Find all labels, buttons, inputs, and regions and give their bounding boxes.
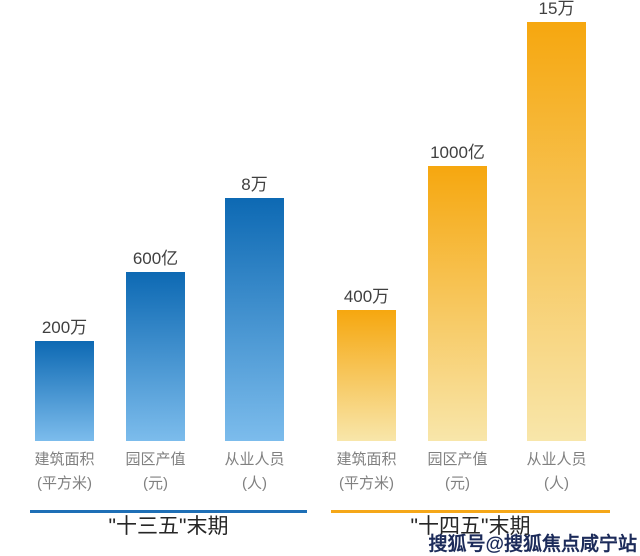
- chart-group-2: 400万建筑面积 (平方米) 1000亿园区产值 (元) 15万从业人员 (人) "十四五"…: [331, 0, 610, 556]
- category-name: 园区产值: [125, 451, 186, 468]
- watermark: 搜狐号@搜狐焦点咸宁站: [428, 534, 637, 555]
- category-unit: (人): [544, 475, 569, 492]
- bar-value-label: 1000亿: [430, 143, 485, 162]
- category-name: 建筑面积: [34, 451, 95, 468]
- bar: [35, 341, 94, 441]
- group-divider-line: [30, 510, 307, 513]
- category-unit: (元): [143, 475, 168, 492]
- category-name: 园区产值: [427, 451, 488, 468]
- bar-category-label: 从业人员 (人): [200, 451, 310, 493]
- bar-category-label: 建筑面积 (平方米): [10, 451, 120, 493]
- bar: [225, 198, 284, 441]
- bar-category-label: 园区产值 (元): [403, 451, 513, 493]
- bar-category-label: 建筑面积 (平方米): [312, 451, 422, 493]
- bar-category-label: 园区产值 (元): [101, 451, 211, 493]
- bar-value-label: 200万: [41, 318, 88, 337]
- bar-category-label: 从业人员 (人): [502, 451, 612, 493]
- bar-value-label: 400万: [343, 287, 390, 306]
- bar: [126, 272, 185, 441]
- bar: [337, 310, 396, 441]
- group-title: "十四五"末期: [410, 515, 531, 538]
- group-divider-line: [331, 510, 610, 513]
- bar-value-label: 600亿: [132, 249, 179, 268]
- bar-value-label: 8万: [241, 175, 268, 194]
- chart-group-1: 200万建筑面积 (平方米) 600亿园区产值 (元) 8万从业人员 (人) "十三五"末期: [30, 0, 307, 556]
- category-name: 从业人员: [526, 451, 587, 468]
- category-unit: (元): [445, 475, 470, 492]
- bar: [428, 166, 487, 441]
- bar-value-label: 15万: [538, 0, 575, 18]
- bar: [527, 22, 586, 441]
- category-unit: (平方米): [339, 475, 394, 492]
- category-unit: (平方米): [37, 475, 92, 492]
- category-unit: (人): [242, 475, 267, 492]
- group-title: "十三五"末期: [108, 515, 229, 538]
- category-name: 从业人员: [224, 451, 285, 468]
- category-name: 建筑面积: [336, 451, 397, 468]
